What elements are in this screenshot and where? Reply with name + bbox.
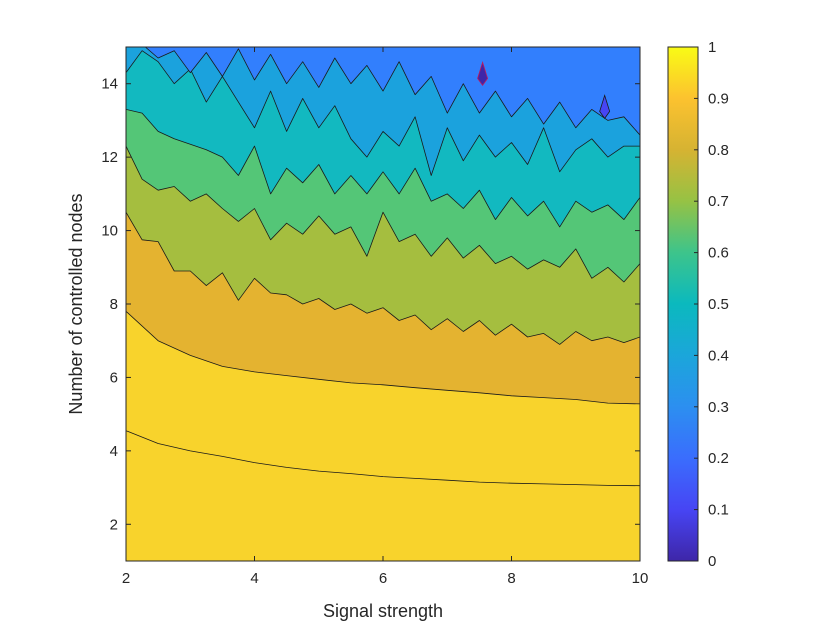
contour-spot-0-1 [599,94,611,120]
colorbar: 0 0.1 0.2 0.3 0.4 0.5 0.6 0.7 0.8 0.9 1 [667,39,729,570]
colorbar-ticks: 0 0.1 0.2 0.3 0.4 0.5 0.6 0.7 0.8 0.9 1 [694,39,729,570]
y-tick-label: 12 [101,149,118,166]
contour-band-0-3 [144,47,640,136]
y-tick-label: 14 [101,76,118,93]
colorbar-tick-label: 0 [708,553,716,570]
colorbar-tick-label: 0.3 [708,399,729,416]
x-tick-label: 2 [122,570,130,587]
colorbar-tick-label: 1 [708,39,716,56]
colorbar-tick-label: 0.9 [708,90,729,107]
x-tick-label: 4 [250,570,258,587]
y-tick-label: 2 [110,516,118,533]
plot-area: 2 4 6 8 10 2 4 6 8 10 12 14 [101,46,649,587]
colorbar-tick-label: 0.6 [708,245,729,262]
y-axis: 2 4 6 8 10 12 14 [101,76,640,533]
colorbar-tick-label: 0.4 [708,347,729,364]
colorbar-tick-label: 0.1 [708,502,729,519]
y-tick-label: 10 [101,223,118,240]
x-tick-label: 6 [379,570,387,587]
colorbar-tick-label: 0.2 [708,450,729,467]
colorbar-tick-label: 0.8 [708,142,729,159]
contour-spots [477,61,611,120]
x-axis: 2 4 6 8 10 [122,47,649,587]
colorbar-tick-label: 0.7 [708,193,729,210]
colorbar-gradient [668,47,698,561]
y-axis-label: Number of controlled nodes [66,193,86,414]
colorbar-tick-label: 0.5 [708,296,729,313]
x-tick-label: 10 [632,570,649,587]
x-axis-label: Signal strength [323,601,443,621]
y-tick-label: 8 [110,296,118,313]
contour-spot-0 [477,61,489,87]
y-tick-label: 6 [110,369,118,386]
filled-contour-bands [126,47,640,487]
y-tick-label: 4 [110,443,118,460]
x-tick-label: 8 [507,570,515,587]
